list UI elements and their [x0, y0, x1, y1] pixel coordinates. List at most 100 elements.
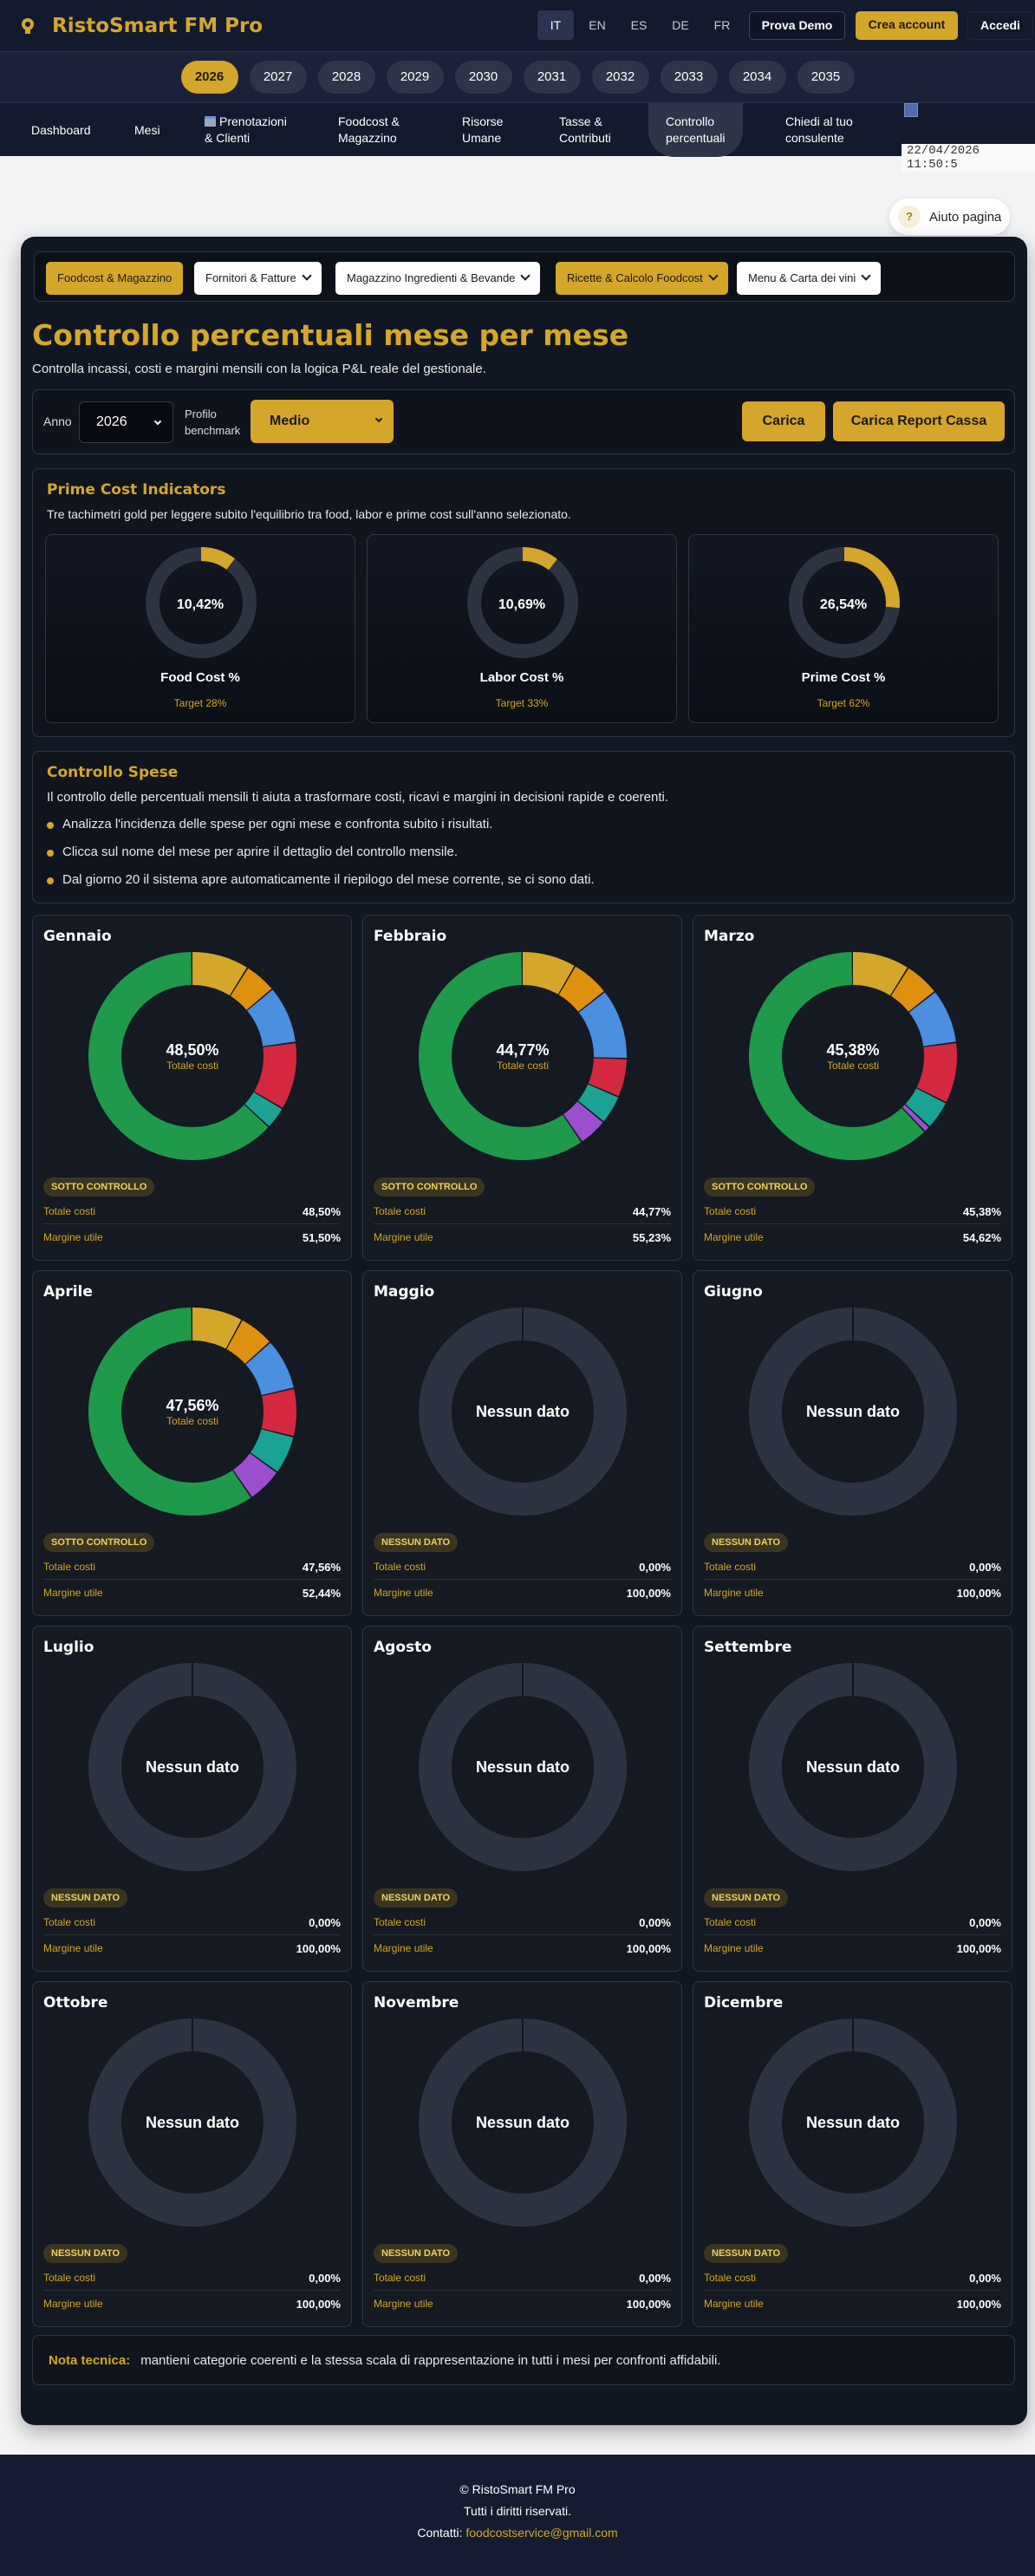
row-label: Margine utile	[704, 2298, 764, 2310]
margine-row: Margine utile 100,00%	[374, 1587, 671, 1600]
tab-menu-vini[interactable]: Menu & Carta dei vini	[737, 262, 882, 295]
lang-en[interactable]: EN	[589, 18, 606, 32]
month-donut-chart	[419, 1663, 627, 1871]
row-label: Totale costi	[43, 1205, 96, 1217]
month-name-link[interactable]: Giugno	[704, 1283, 763, 1301]
status-badge: SOTTO CONTROLLO	[374, 1177, 485, 1197]
month-donut-chart	[419, 952, 627, 1160]
donut-segment-green[interactable]	[419, 952, 627, 1160]
donut-segment-gold[interactable]	[88, 952, 296, 1160]
benchmark-profile-select[interactable]: Medio	[251, 400, 394, 443]
gauge-target: Target 33%	[495, 697, 549, 709]
nav-mesi[interactable]: Mesi	[134, 103, 160, 157]
row-value: 0,00%	[639, 1561, 671, 1574]
donut-segment-gold[interactable]	[88, 1308, 296, 1516]
totale-costi-row: Totale costi 0,00%	[43, 1916, 341, 1929]
month-name-link[interactable]: Ottobre	[43, 1994, 108, 2012]
footer-email-link[interactable]: foodcostservice@gmail.com	[465, 2526, 618, 2540]
lang-de[interactable]: DE	[672, 18, 689, 32]
month-name-link[interactable]: Dicembre	[704, 1994, 784, 2012]
question-icon: ?	[898, 205, 921, 228]
donut-center-label: Totale costi	[166, 1414, 219, 1427]
tab-ricette-calcolo[interactable]: Ricette & Calcolo Foodcost	[556, 262, 728, 295]
donut-segment-red[interactable]	[88, 1308, 296, 1516]
year-pill-2034[interactable]: 2034	[728, 61, 786, 94]
nav-foodcost[interactable]: Foodcost & Magazzino	[338, 103, 400, 157]
nav-risorse[interactable]: Risorse Umane	[462, 103, 503, 157]
row-divider	[374, 2290, 671, 2291]
margine-row: Margine utile 51,50%	[43, 1231, 341, 1244]
flag-icon[interactable]	[904, 103, 918, 117]
lang-it[interactable]: IT	[537, 10, 574, 40]
month-name-link[interactable]: Luglio	[43, 1639, 94, 1656]
donut-segment-green[interactable]	[88, 1308, 296, 1516]
donut-segment-green[interactable]	[749, 952, 957, 1160]
tab-fornitori-fatture[interactable]: Fornitori & Fatture	[194, 262, 322, 295]
lang-es[interactable]: ES	[630, 18, 648, 32]
nav-risorse-label: Risorse	[462, 114, 504, 128]
gauge-name: Prime Cost %	[801, 670, 886, 685]
month-name-link[interactable]: Novembre	[374, 1994, 459, 2012]
year-pill-2028[interactable]: 2028	[317, 61, 375, 94]
donut-segment-blue[interactable]	[419, 952, 627, 1160]
carica-report-button[interactable]: Carica Report Cassa	[833, 401, 1005, 441]
margine-row: Margine utile 54,62%	[704, 1231, 1001, 1244]
lang-fr[interactable]: FR	[713, 18, 731, 32]
year-pill-2026[interactable]: 2026	[180, 61, 238, 94]
year-pill-2033[interactable]: 2033	[660, 61, 718, 94]
year-pill-2031[interactable]: 2031	[523, 61, 581, 94]
top-header: RistoSmart FM Pro IT EN ES DE FR Prova D…	[0, 0, 1035, 52]
donut-segment-red[interactable]	[749, 952, 957, 1160]
month-donut-chart	[749, 1308, 957, 1516]
status-badge: NESSUN DATO	[43, 1888, 128, 1908]
brand-name[interactable]: RistoSmart FM Pro	[52, 14, 264, 37]
year-pill-2030[interactable]: 2030	[454, 61, 512, 94]
totale-costi-row: Totale costi 47,56%	[43, 1561, 341, 1574]
month-name-link[interactable]: Maggio	[374, 1283, 435, 1301]
gauge-value: 10,42%	[176, 597, 225, 612]
nav-dashboard[interactable]: Dashboard	[31, 103, 91, 157]
signup-button[interactable]: Crea account	[856, 11, 958, 40]
month-name-link[interactable]: Agosto	[374, 1639, 432, 1656]
donut-segment-gold[interactable]	[749, 952, 957, 1160]
prime-title: Prime Cost Indicators	[47, 481, 226, 499]
spese-bullet: Clicca sul nome del mese per aprire il d…	[47, 845, 458, 859]
help-button[interactable]: ? Aiuto pagina	[889, 199, 1010, 235]
month-name-link[interactable]: Gennaio	[43, 928, 112, 945]
nav-tasse[interactable]: Tasse & Contributi	[559, 103, 611, 157]
year-pill-2035[interactable]: 2035	[797, 61, 855, 94]
year-pill-2029[interactable]: 2029	[386, 61, 444, 94]
spese-bullet: Analizza l'incidenza delle spese per ogn…	[47, 817, 492, 831]
year-select[interactable]: 2026	[79, 401, 173, 443]
row-value: 44,77%	[632, 1205, 671, 1218]
year-pill-2032[interactable]: 2032	[591, 61, 649, 94]
margine-row: Margine utile 52,44%	[43, 1587, 341, 1600]
row-value: 0,00%	[639, 2272, 671, 2285]
nav-prenotazioni[interactable]: Prenotazioni & Clienti	[205, 103, 287, 157]
row-value: 100,00%	[626, 1587, 671, 1600]
year-pill-2027[interactable]: 2027	[249, 61, 307, 94]
donut-segment-gold[interactable]	[419, 952, 627, 1160]
month-name-link[interactable]: Marzo	[704, 928, 755, 945]
year-selector-bar: 2026 2027 2028 2029 2030 2031 2032 2033 2034 2035	[0, 52, 1035, 102]
tab-magazzino-ingredienti[interactable]: Magazzino Ingredienti & Bevande	[335, 262, 541, 295]
month-name-link[interactable]: Aprile	[43, 1283, 93, 1301]
login-button[interactable]: Accedi	[967, 11, 1033, 40]
row-value: 100,00%	[296, 1942, 341, 1955]
month-name-link[interactable]: Febbraio	[374, 928, 447, 945]
carica-button[interactable]: Carica	[742, 401, 825, 441]
donut-segment-red[interactable]	[88, 952, 296, 1160]
footer: © RistoSmart FM Pro Tutti i diritti rise…	[0, 2455, 1035, 2576]
margine-row: Margine utile 100,00%	[704, 2298, 1001, 2311]
nav-controllo-percentuali[interactable]: Controllo percentuali	[648, 103, 743, 157]
row-value: 0,00%	[639, 1916, 671, 1929]
demo-button[interactable]: Prova Demo	[749, 11, 845, 40]
month-name-link[interactable]: Settembre	[704, 1639, 792, 1656]
nav-dashboard-label: Dashboard	[31, 122, 91, 137]
tab-foodcost-magazzino[interactable]: Foodcost & Magazzino	[46, 262, 184, 295]
month-donut-chart	[419, 2018, 627, 2227]
row-value: 54,62%	[962, 1231, 1001, 1244]
donut-segment-green[interactable]	[88, 952, 296, 1160]
row-divider	[43, 1223, 341, 1224]
nav-consulente[interactable]: Chiedi al tuo consulente	[785, 103, 853, 157]
